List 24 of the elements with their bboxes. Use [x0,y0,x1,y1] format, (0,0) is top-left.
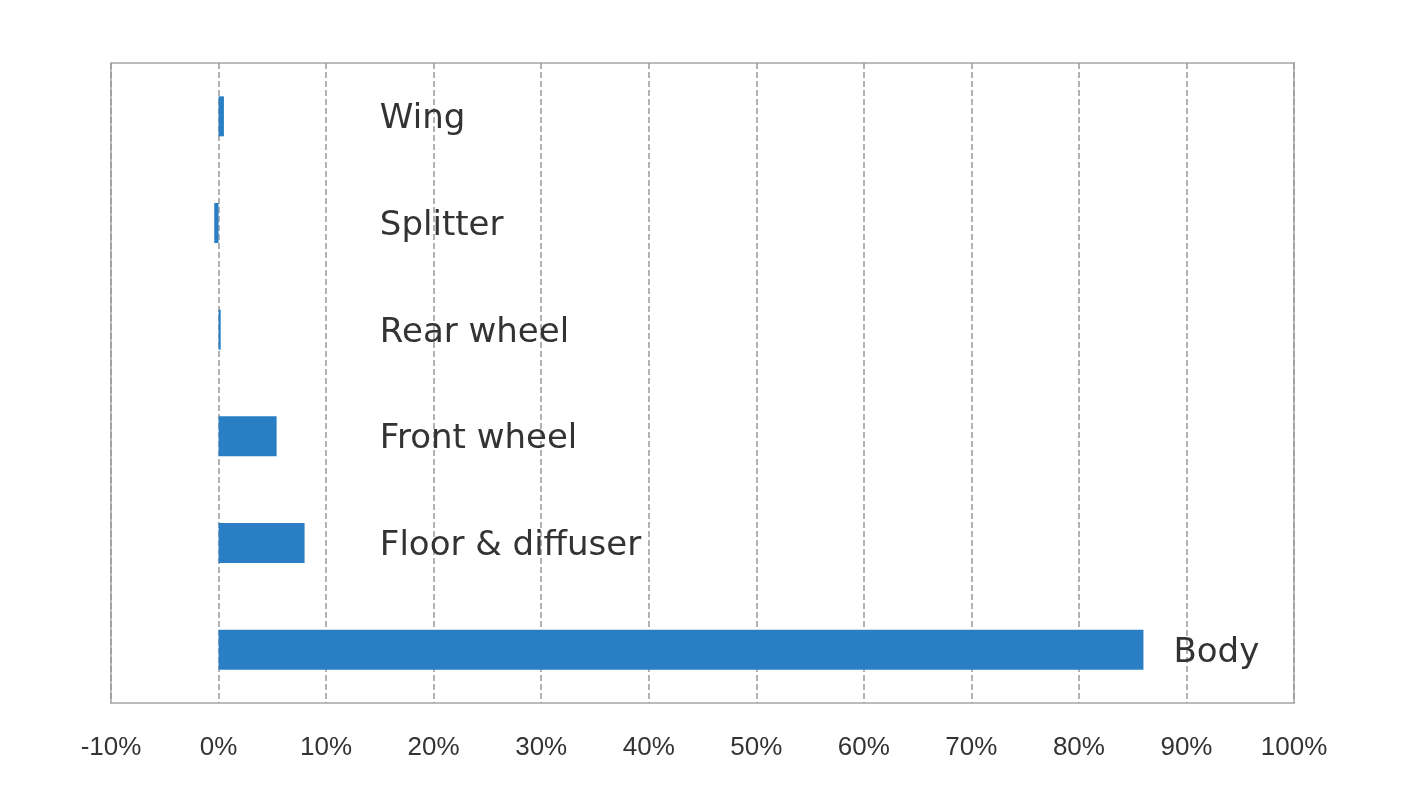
x-tick-label: 0% [199,731,238,761]
x-tick-label: 60% [837,731,890,761]
x-tick-label: 40% [622,731,675,761]
x-tick-label: 10% [300,731,353,761]
x-tick-label: 20% [407,731,460,761]
y-tick-label: Rear wheel [379,309,570,350]
bar [214,203,219,243]
bar [218,629,1144,670]
x-tick-label: 100% [1260,731,1328,761]
x-tick-label: -10% [80,731,142,761]
y-tick-label: Body [1173,629,1260,670]
y-tick-label: Splitter [379,203,504,243]
y-tick-label: Floor & diffuser [379,523,642,563]
x-tick-label: 50% [730,731,783,761]
x-tick-label: 80% [1052,731,1105,761]
bar [218,523,305,563]
x-tick-label: 70% [945,731,998,761]
bar [218,416,277,457]
bar [218,309,221,350]
bar [218,96,224,137]
y-tick-label: Front wheel [379,416,578,457]
x-tick-label: 30% [515,731,568,761]
y-tick-label: Wing [379,96,466,137]
x-tick-label: 90% [1160,731,1213,761]
